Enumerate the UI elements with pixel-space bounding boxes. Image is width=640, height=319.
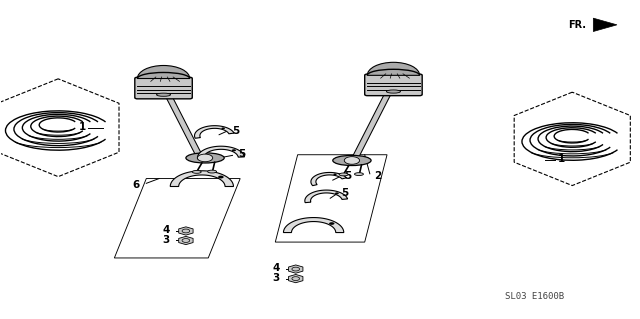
Text: 4: 4 — [163, 225, 170, 235]
Circle shape — [344, 157, 360, 164]
Circle shape — [232, 149, 236, 151]
Text: 3: 3 — [163, 234, 170, 245]
Ellipse shape — [157, 93, 171, 96]
Polygon shape — [311, 173, 346, 186]
Text: SL03 E1600B: SL03 E1600B — [505, 292, 564, 301]
Circle shape — [335, 192, 339, 194]
Polygon shape — [195, 126, 234, 138]
Ellipse shape — [387, 90, 401, 93]
Polygon shape — [284, 218, 344, 233]
Circle shape — [197, 154, 212, 162]
Ellipse shape — [355, 173, 364, 175]
Circle shape — [218, 176, 223, 178]
Text: 4: 4 — [273, 263, 280, 273]
Text: 1: 1 — [558, 153, 565, 164]
Text: 1: 1 — [79, 122, 86, 132]
Wedge shape — [138, 65, 189, 78]
Polygon shape — [593, 18, 617, 32]
Text: 5: 5 — [344, 171, 351, 181]
Text: 5: 5 — [232, 126, 239, 136]
Polygon shape — [305, 190, 348, 203]
Ellipse shape — [207, 170, 216, 173]
Text: FR.: FR. — [568, 20, 586, 30]
Text: 3: 3 — [273, 273, 280, 283]
Ellipse shape — [333, 155, 371, 166]
Text: 6: 6 — [132, 180, 140, 190]
Text: 5: 5 — [238, 149, 246, 160]
Polygon shape — [198, 146, 244, 159]
Ellipse shape — [339, 173, 348, 176]
Text: 5: 5 — [341, 189, 348, 198]
Circle shape — [329, 222, 335, 225]
Wedge shape — [367, 62, 420, 75]
FancyBboxPatch shape — [135, 77, 192, 99]
Circle shape — [221, 127, 225, 129]
Text: 2: 2 — [374, 171, 381, 181]
Ellipse shape — [186, 153, 224, 163]
FancyBboxPatch shape — [365, 74, 422, 96]
Circle shape — [333, 174, 337, 175]
Ellipse shape — [192, 170, 201, 173]
Polygon shape — [170, 171, 234, 187]
